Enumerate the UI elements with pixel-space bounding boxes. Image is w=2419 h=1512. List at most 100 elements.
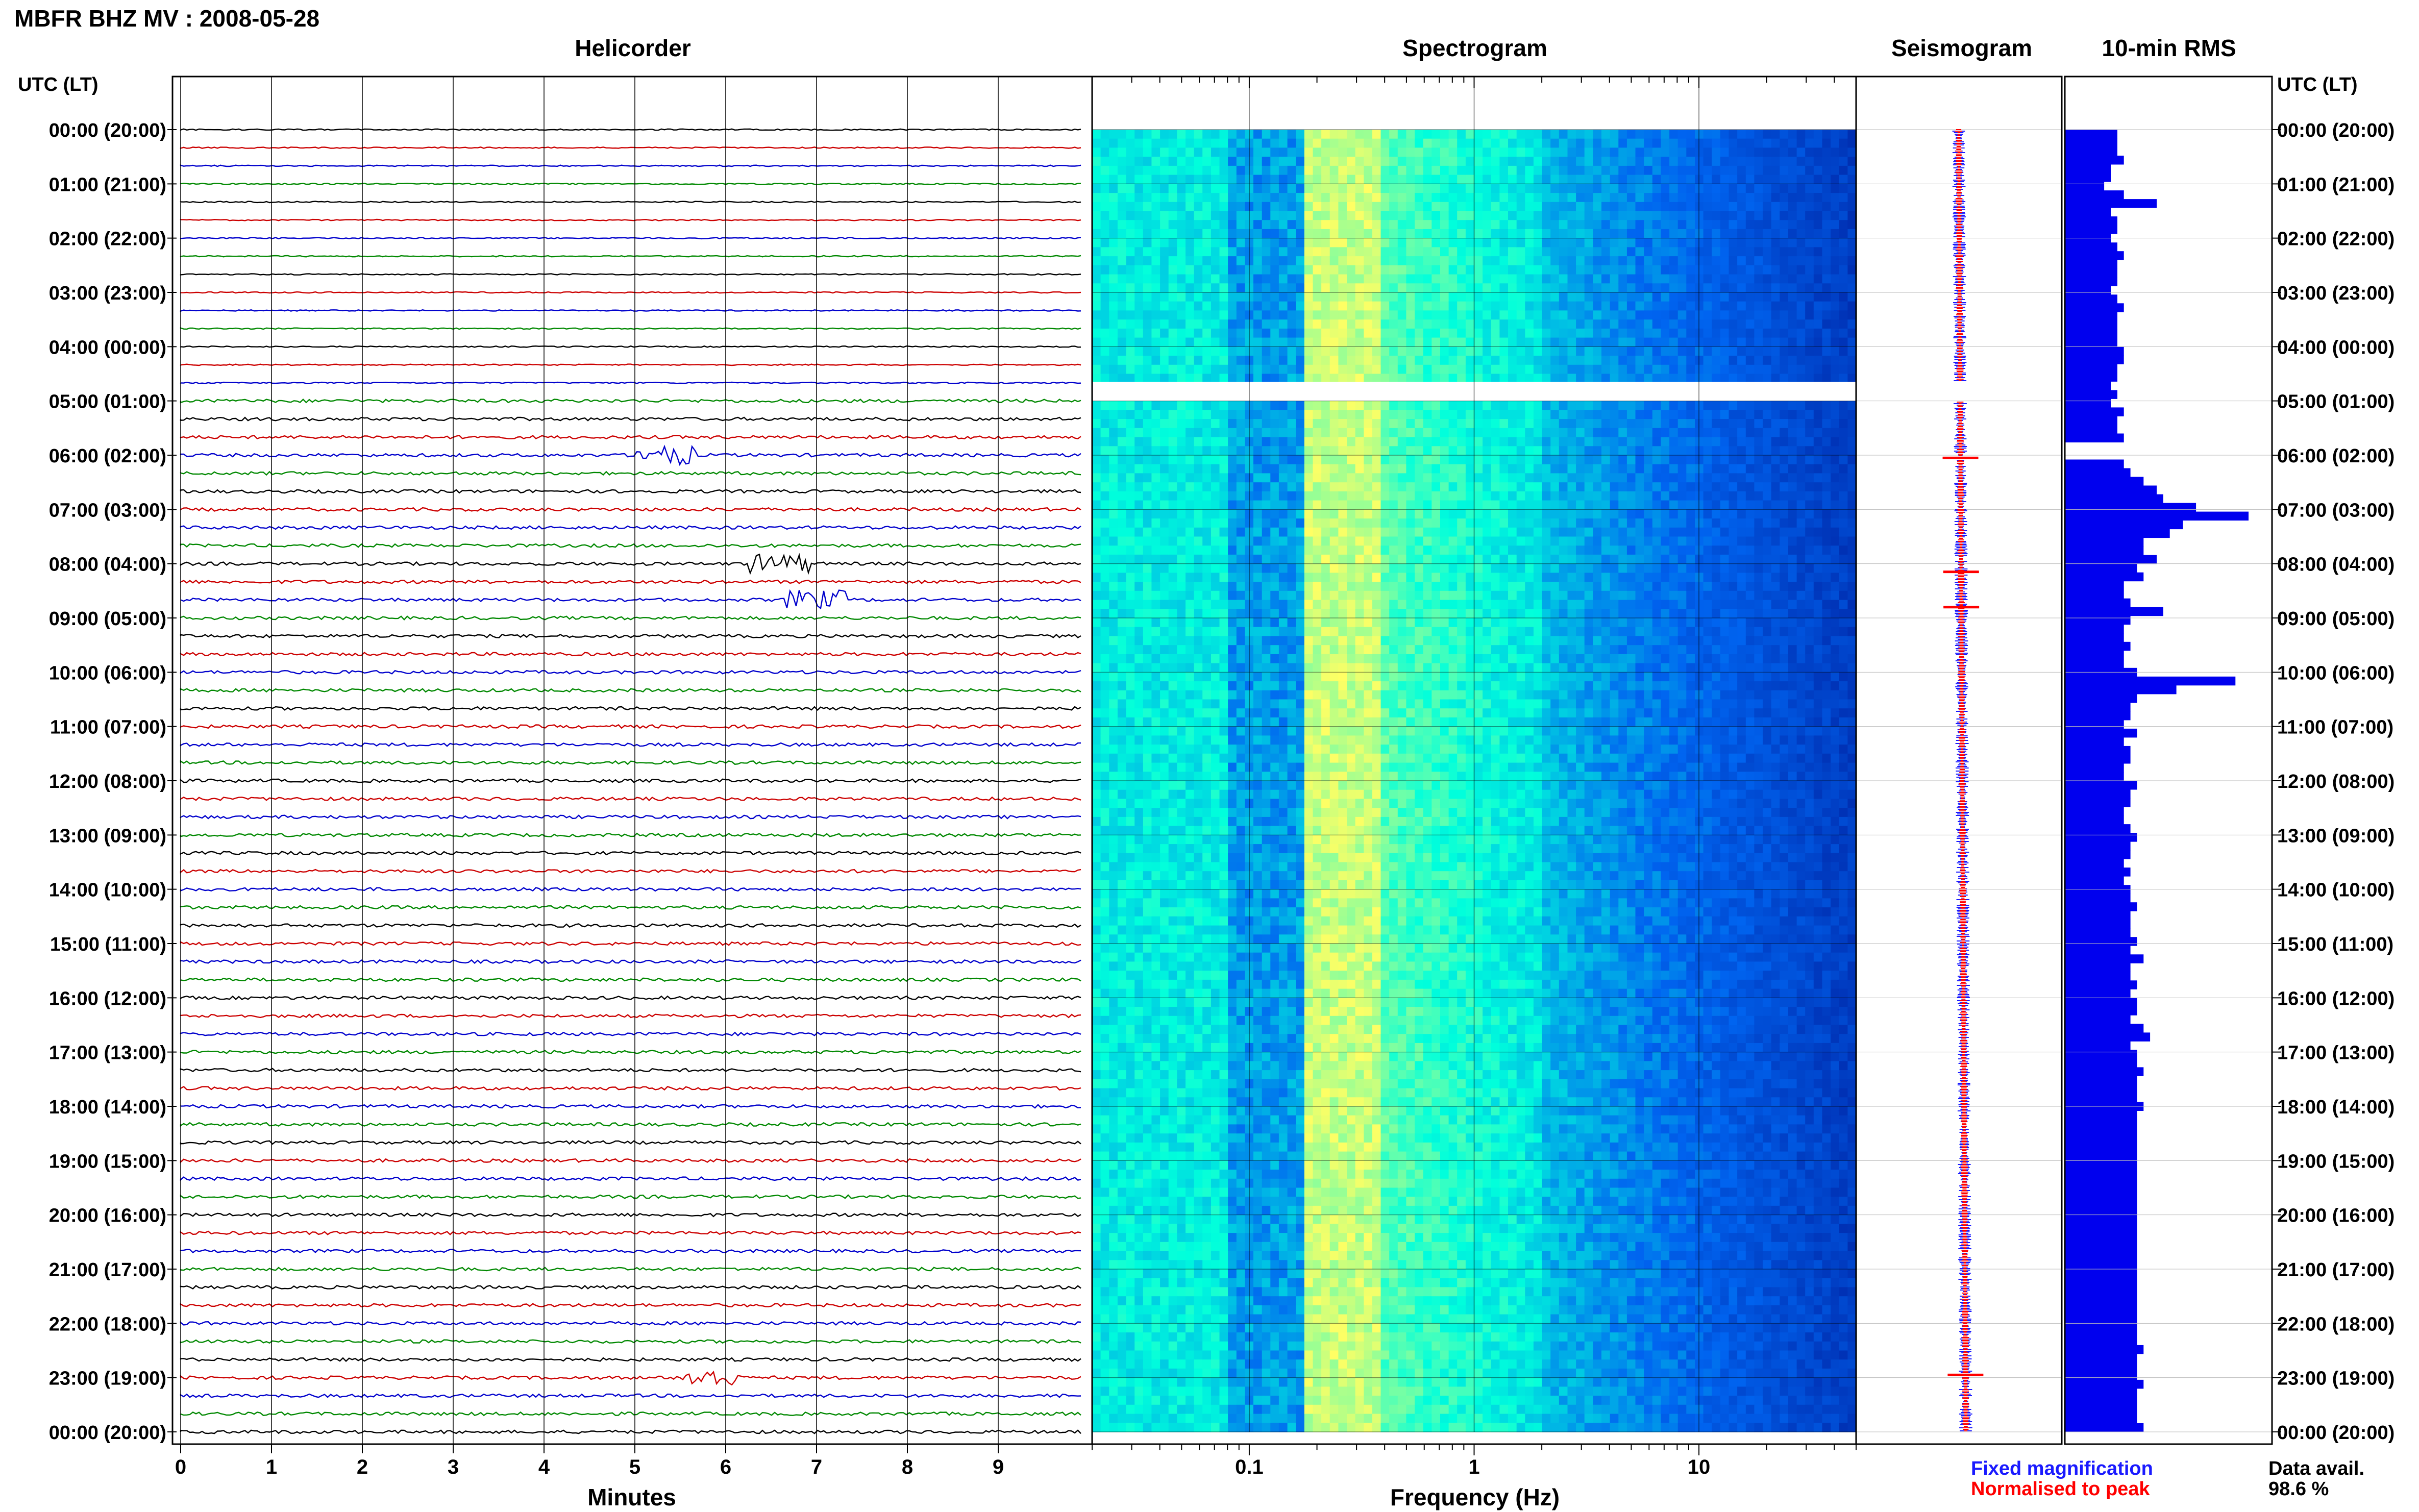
spectrogram-cell (1092, 1160, 1101, 1170)
spectrogram-cell (1211, 419, 1220, 429)
spectrogram-cell (1117, 1359, 1126, 1369)
spectrogram-cell (1270, 202, 1279, 212)
spectrogram-cell (1253, 961, 1263, 971)
spectrogram-cell (1186, 1260, 1195, 1270)
spectrogram-cell (1117, 745, 1126, 754)
spectrogram-cell (1347, 1097, 1356, 1107)
spectrogram-cell (1117, 374, 1126, 383)
spectrogram-cell (1177, 898, 1186, 908)
spectrogram-cell (1126, 717, 1135, 727)
spectrogram-cell (1186, 1088, 1195, 1098)
spectrogram-cell (1253, 1079, 1263, 1089)
spectrogram-cell (1160, 455, 1169, 465)
spectrogram-cell (1253, 762, 1263, 772)
spectrogram-cell (1236, 753, 1245, 763)
spectrogram-cell (1117, 1115, 1126, 1125)
spectrogram-cell (1262, 546, 1271, 555)
spectrogram-cell (1347, 1251, 1356, 1260)
spectrogram-cell (1186, 1414, 1195, 1423)
spectrogram-cell (1186, 717, 1195, 727)
spectrogram-cell (1168, 582, 1177, 591)
spectrogram-cell (1219, 428, 1228, 438)
spectrogram-cell (1143, 536, 1152, 546)
spectrogram-cell (1338, 1233, 1347, 1243)
spectrogram-cell (1236, 898, 1245, 908)
spectrogram-cell (1168, 220, 1177, 230)
spectrogram-cell (1100, 799, 1109, 808)
spectrogram-cell (1126, 961, 1135, 971)
spectrogram-cell (1151, 1224, 1161, 1233)
spectrogram-cell (1253, 138, 1263, 148)
spectrogram-cell (1364, 609, 1373, 618)
spectrogram-cell (1109, 1142, 1118, 1152)
spectrogram-cell (1151, 808, 1161, 817)
spectrogram-cell (1355, 527, 1364, 537)
spectrogram-cell (1329, 1124, 1339, 1134)
spectrogram-cell (1287, 636, 1296, 646)
spectrogram-cell (1364, 1278, 1373, 1287)
spectrogram-cell (1092, 428, 1101, 438)
spectrogram-cell (1270, 482, 1279, 492)
spectrogram-cell (1160, 1124, 1169, 1134)
spectrogram-cell (1194, 563, 1203, 573)
spectrogram-cell (1228, 961, 1237, 971)
spectrogram-cell (1211, 961, 1220, 971)
spectrogram-cell (1278, 428, 1288, 438)
spectrogram-cell (1143, 998, 1152, 1007)
spectrogram-cell (1100, 256, 1109, 266)
spectrogram-cell (1100, 1133, 1109, 1143)
spectrogram-cell (1143, 1242, 1152, 1252)
spectrogram-cell (1253, 1034, 1263, 1044)
spectrogram-cell (1177, 690, 1186, 700)
spectrogram-cell (1355, 346, 1364, 356)
spectrogram-cell (1211, 229, 1220, 239)
spectrogram-cell (1168, 175, 1177, 184)
spectrogram-cell (1092, 301, 1101, 311)
spectrogram-cell (1270, 1214, 1279, 1224)
spectrogram-cell (1270, 1269, 1279, 1279)
spectrogram-cell (1372, 844, 1381, 854)
spectrogram-cell (1134, 1359, 1144, 1369)
spectrogram-cell (1287, 952, 1296, 962)
spectrogram-cell (1228, 636, 1237, 646)
spectrogram-cell (1117, 165, 1126, 176)
spectrogram-cell (1296, 554, 1305, 564)
spectrogram-cell (1126, 862, 1135, 872)
spectrogram-cell (1270, 1115, 1279, 1125)
spectrogram-cell (1151, 654, 1161, 664)
spectrogram-cell (1338, 636, 1347, 646)
spectrogram-cell (1186, 916, 1195, 926)
spectrogram-cell (1219, 1088, 1228, 1098)
spectrogram-cell (1168, 1332, 1177, 1342)
spectrogram-cell (1372, 482, 1381, 492)
spectrogram-cell (1296, 862, 1305, 872)
spectrogram-cell (1168, 961, 1177, 971)
spectrogram-cell (1177, 247, 1186, 257)
spectrogram-cell (1092, 1224, 1101, 1233)
spectrogram-cell (1372, 527, 1381, 537)
spectrogram-cell (1372, 446, 1381, 456)
spectrogram-cell (1236, 147, 1245, 157)
spectrogram-cell (1092, 826, 1101, 835)
spectrogram-cell (1186, 880, 1195, 890)
spectrogram-cell (1126, 1214, 1135, 1224)
spectrogram-cell (1236, 518, 1245, 528)
spectrogram-cell (1372, 1160, 1381, 1170)
spectrogram-cell (1219, 184, 1228, 193)
spectrogram-cell (1236, 1214, 1245, 1224)
spectrogram-cell (1168, 1088, 1177, 1098)
spectrogram-cell (1168, 509, 1177, 519)
spectrogram-cell (1109, 998, 1118, 1007)
spectrogram-cell (1380, 1287, 1390, 1297)
spectrogram-cell (1304, 907, 1313, 917)
spectrogram-cell (1338, 319, 1347, 329)
spectrogram-cell (1287, 1242, 1296, 1252)
spectrogram-cell (1313, 1151, 1322, 1161)
spectrogram-cell (1143, 1115, 1152, 1125)
spectrogram-cell (1270, 573, 1279, 582)
spectrogram-cell (1329, 482, 1339, 492)
spectrogram-cell (1177, 138, 1186, 148)
spectrogram-cell (1347, 1242, 1356, 1252)
spectrogram-cell (1278, 554, 1288, 564)
spectrogram-cell (1355, 184, 1364, 193)
